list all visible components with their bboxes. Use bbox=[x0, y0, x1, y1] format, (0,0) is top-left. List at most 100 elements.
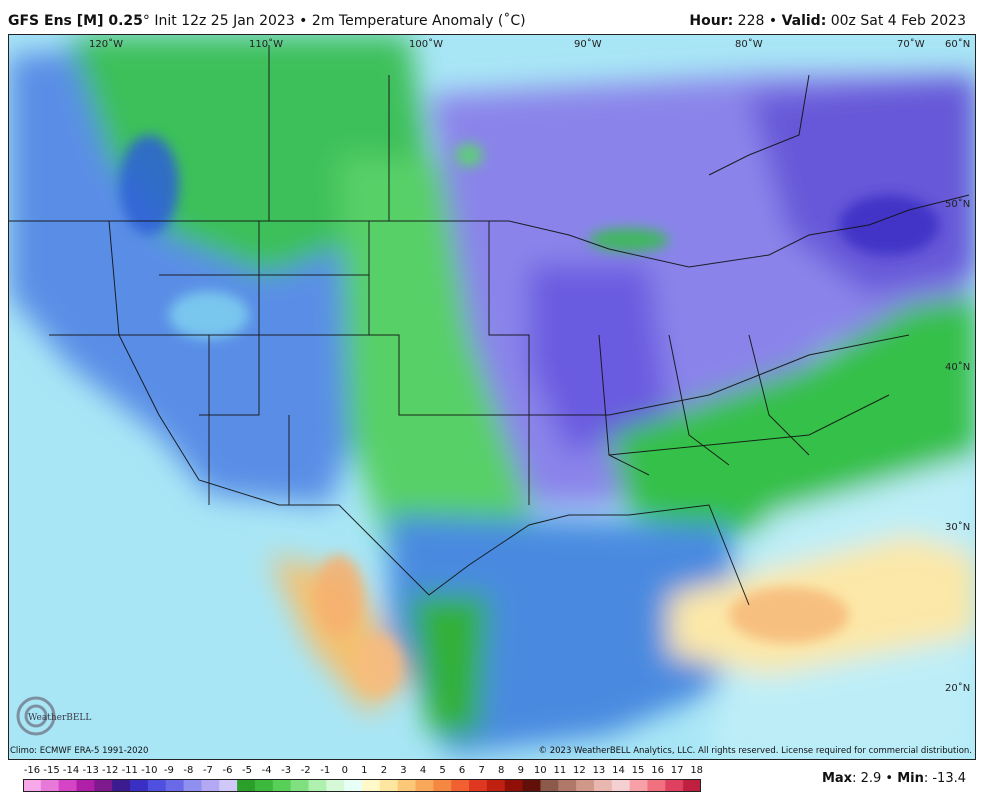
climo-note: Climo: ECMWF ERA-5 1991-2020 bbox=[10, 746, 149, 756]
colorbar-tick: 14 bbox=[612, 765, 625, 776]
colorbar-tick: 1 bbox=[361, 765, 368, 776]
colorbar-swatch bbox=[94, 779, 113, 792]
lat-label-30n: 30˚N bbox=[945, 521, 970, 533]
lon-label-80w: 80˚W bbox=[735, 38, 763, 50]
colorbar-swatch bbox=[201, 779, 220, 792]
colorbar-tick: -11 bbox=[121, 765, 138, 776]
colorbar-tick: 5 bbox=[439, 765, 446, 776]
colorbar-swatch bbox=[147, 779, 167, 792]
colorbar-swatch bbox=[486, 779, 506, 792]
colorbar-tick: -2 bbox=[300, 765, 311, 776]
colorbar-swatch bbox=[308, 779, 327, 792]
max-value: : 2.9 bbox=[852, 771, 882, 786]
colorbar-tick: 3 bbox=[400, 765, 407, 776]
lon-label-110w: 110˚W bbox=[249, 38, 283, 50]
colorbar-tick: 12 bbox=[573, 765, 586, 776]
colorbar-tick: 2 bbox=[380, 765, 388, 776]
colorbar-swatch bbox=[611, 779, 631, 792]
colorbar-swatch bbox=[433, 779, 452, 792]
anomaly-map: 120˚W 110˚W 100˚W 90˚W 80˚W 70˚W 60˚N 50… bbox=[8, 34, 976, 760]
colorbar-swatch bbox=[112, 779, 131, 792]
colorbar-tick: 11 bbox=[553, 765, 567, 776]
colorbar-swatch bbox=[272, 779, 292, 792]
colorbar-tick: 15 bbox=[631, 765, 645, 776]
colorbar-swatch bbox=[183, 779, 202, 792]
colorbar-tick: 9 bbox=[517, 765, 524, 776]
colorbar-tick: 10 bbox=[533, 765, 547, 776]
colorbar-swatch bbox=[665, 779, 684, 792]
colorbar-tick: -3 bbox=[281, 765, 292, 776]
maxmin-separator: • bbox=[881, 771, 898, 786]
colorbar-tick: -6 bbox=[222, 765, 233, 776]
colorbar-swatch bbox=[130, 779, 149, 792]
colorbar-tick: -16 bbox=[23, 765, 41, 776]
colorbar-swatch bbox=[165, 779, 185, 792]
colorbar-tick: 16 bbox=[651, 765, 664, 776]
colorbar-tick: -7 bbox=[202, 765, 213, 776]
colorbar-swatch bbox=[593, 779, 613, 792]
colorbar-tick: -14 bbox=[62, 765, 80, 776]
colorbar-tick: -8 bbox=[183, 765, 194, 776]
max-min-readout: Max: 2.9 • Min: -13.4 bbox=[822, 771, 966, 786]
colorbar-tick: 13 bbox=[592, 765, 606, 776]
lat-label-60n: 60˚N bbox=[945, 38, 970, 50]
field-name: 2m Temperature Anomaly (˚C) bbox=[311, 13, 526, 29]
valid-label: Valid: bbox=[781, 13, 827, 29]
min-value: : -13.4 bbox=[923, 771, 966, 786]
max-label: Max bbox=[821, 771, 853, 786]
colorbar-swatch bbox=[415, 779, 434, 792]
colorbar-swatch bbox=[683, 779, 701, 792]
colorbar-swatch bbox=[540, 779, 559, 792]
map-title: GFS Ens [M] 0.25° Init 12z 25 Jan 2023 •… bbox=[8, 13, 526, 29]
model-name: GFS Ens [M] 0.25 bbox=[8, 13, 143, 29]
lon-label-100w: 100˚W bbox=[409, 38, 443, 50]
title-separator: • bbox=[294, 13, 312, 29]
lon-label-120w: 120˚W bbox=[89, 38, 123, 50]
colorbar-tick: -13 bbox=[82, 765, 99, 776]
min-label: Min bbox=[897, 771, 924, 786]
colorbar-swatch bbox=[469, 779, 488, 792]
colorbar-swatch bbox=[576, 779, 595, 792]
colorbar-swatch bbox=[522, 779, 541, 792]
map-canvas: 120˚W 110˚W 100˚W 90˚W 80˚W 70˚W 60˚N 50… bbox=[9, 35, 975, 759]
colorbar-swatch bbox=[558, 779, 577, 792]
colorbar bbox=[23, 779, 701, 792]
colorbar-tick: 17 bbox=[670, 765, 684, 776]
colorbar-swatch bbox=[397, 779, 417, 792]
weatherbell-logo: WeatherBELL bbox=[14, 690, 106, 740]
colorbar-swatch bbox=[504, 779, 524, 792]
colorbar-swatch bbox=[629, 779, 648, 792]
colorbar-tick: 7 bbox=[478, 765, 485, 776]
colorbar-swatch bbox=[326, 779, 345, 792]
colorbar-swatch bbox=[76, 779, 95, 792]
logo-swirl-icon: WeatherBELL bbox=[16, 696, 91, 736]
colorbar-swatch bbox=[23, 779, 42, 792]
longitude-labels: 120˚W 110˚W 100˚W 90˚W 80˚W 70˚W 60˚N bbox=[89, 38, 970, 50]
colorbar-tick: 8 bbox=[498, 765, 505, 776]
colorbar-swatch bbox=[58, 779, 78, 792]
colorbar-tick: -10 bbox=[141, 765, 158, 776]
colorbar-tick: 4 bbox=[419, 765, 427, 776]
copyright-note: © 2023 WeatherBELL Analytics, LLC. All r… bbox=[538, 746, 972, 756]
degree-mark: ° bbox=[142, 13, 150, 29]
lat-label-50n: 50˚N bbox=[945, 198, 970, 210]
valid-time: Hour: 228 • Valid: 00z Sat 4 Feb 2023 bbox=[689, 13, 966, 29]
colorbar-swatch bbox=[379, 779, 399, 792]
hour-value: 228 bbox=[733, 13, 765, 29]
logo-text: WeatherBELL bbox=[28, 713, 91, 723]
colorbar-swatch bbox=[290, 779, 309, 792]
lat-label-40n: 40˚N bbox=[945, 361, 970, 373]
latitude-labels: 50˚N 40˚N 30˚N 20˚N bbox=[945, 198, 970, 694]
init-time: Init 12z 25 Jan 2023 bbox=[149, 13, 295, 29]
colorbar-swatch bbox=[451, 779, 470, 792]
hour-label: Hour: bbox=[689, 13, 734, 29]
colorbar-tick: 0 bbox=[341, 765, 348, 776]
colorbar-swatch bbox=[647, 779, 666, 792]
valid-separator: • bbox=[764, 13, 782, 29]
colorbar-swatch bbox=[40, 779, 60, 792]
lon-label-70w: 70˚W bbox=[897, 38, 925, 50]
valid-value: 00z Sat 4 Feb 2023 bbox=[826, 13, 966, 29]
colorbar-tick: -15 bbox=[43, 765, 60, 776]
colorbar-swatch bbox=[219, 779, 238, 792]
colorbar-tick: -1 bbox=[320, 765, 331, 776]
